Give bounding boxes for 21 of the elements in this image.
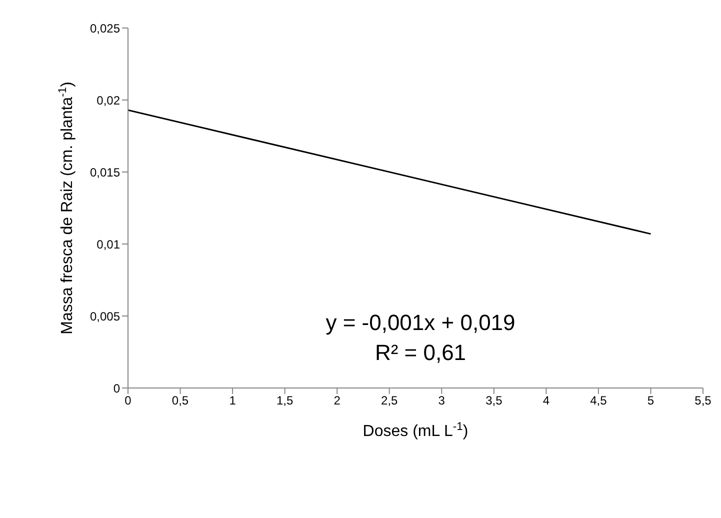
y-tick-label: 0 bbox=[113, 381, 120, 396]
x-tick-label: 5 bbox=[647, 394, 654, 408]
y-tick-label: 0,02 bbox=[96, 93, 120, 108]
x-tick-label: 2 bbox=[334, 394, 341, 408]
x-tick-label: 2,5 bbox=[381, 394, 398, 408]
x-tick-label: 0 bbox=[124, 394, 132, 408]
x-tick-label: 5,5 bbox=[694, 394, 712, 408]
x-tick-label: 3,5 bbox=[486, 394, 503, 408]
y-tick-label: 0,015 bbox=[90, 165, 120, 180]
x-tick-label: 4 bbox=[542, 394, 550, 408]
annotation: y = -0,001x + 0,019 bbox=[326, 310, 516, 335]
annotation: R² = 0,61 bbox=[374, 340, 466, 365]
x-tick-label: 3 bbox=[438, 394, 446, 408]
x-axis-title: Doses (mL L$^{-1}$) bbox=[362, 421, 468, 440]
y-tick-label: 0,025 bbox=[90, 21, 120, 36]
y-tick-label: 0,01 bbox=[96, 237, 120, 252]
x-tick-label: 0,5 bbox=[172, 394, 189, 408]
y-tick-label: 0,005 bbox=[90, 309, 120, 324]
x-tick-label: 4,5 bbox=[590, 394, 608, 408]
x-tick-label: 1,5 bbox=[276, 394, 294, 408]
x-tick-label: 1 bbox=[229, 394, 236, 408]
